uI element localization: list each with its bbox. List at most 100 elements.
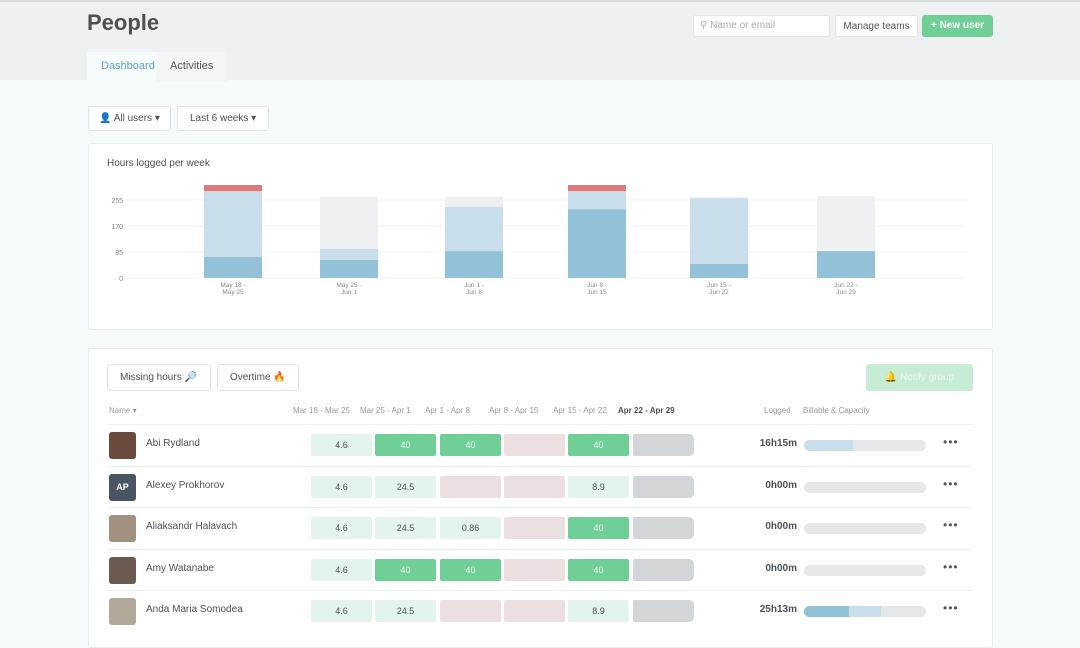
x-tick-label: Jun 22 <box>709 289 729 296</box>
page-header: People Dashboard Activities ⚲ Name or em… <box>0 0 1080 82</box>
week-column-header: Mar 25 - Apr 1 <box>360 406 411 415</box>
bar-segment <box>320 259 378 278</box>
tab-dashboard[interactable]: Dashboard <box>87 52 169 82</box>
more-options-icon[interactable]: ••• <box>943 559 959 574</box>
week-hours-cell[interactable]: 4.6 <box>311 434 372 456</box>
week-hours-cell[interactable]: 40 <box>568 558 629 581</box>
bar-segment <box>320 196 378 249</box>
week-hours-cell[interactable]: 40 <box>568 517 629 539</box>
page-title: People <box>87 10 160 35</box>
search-icon: ⚲ <box>700 20 711 31</box>
week-hours-cell[interactable]: 24.5 <box>375 600 436 622</box>
logged-time: 0h00m <box>765 479 797 491</box>
bar-segment <box>690 196 748 199</box>
week-hours-cell[interactable] <box>633 600 694 622</box>
avatar: AP <box>109 473 136 501</box>
billable-capacity-bar <box>804 523 926 534</box>
table-row[interactable]: Aliaksandr Halavach 4.6 24.5 0.86 40 0h00m ••… <box>107 507 973 548</box>
week-hours-cell[interactable]: 8.9 <box>568 600 629 622</box>
x-tick-label: May 25 - <box>336 282 361 289</box>
week-column-header: Apr 8 - Apr 15 <box>489 406 539 415</box>
billable-capacity-bar <box>804 440 926 451</box>
week-hours-cell[interactable] <box>633 517 694 539</box>
logged-time: 0h00m <box>765 521 797 532</box>
week-hours-cell[interactable] <box>504 517 565 539</box>
bar-segment <box>690 198 748 264</box>
bar-segment <box>568 185 626 192</box>
more-options-icon[interactable]: ••• <box>943 601 959 615</box>
bar-segment <box>204 185 262 192</box>
week-hours-cell[interactable]: 40 <box>375 558 436 581</box>
x-tick-label: May 25 <box>222 289 244 296</box>
user-name[interactable]: Amy Watanabe <box>146 562 214 574</box>
notify-group-button[interactable]: 🔔 Notify group <box>866 364 973 391</box>
missing-hours-button[interactable]: Missing hours 🔎 <box>107 364 211 391</box>
week-hours-cell[interactable] <box>440 475 501 498</box>
week-hours-cell[interactable] <box>633 475 694 498</box>
table-row[interactable]: Abi Rydland 4.6 40 40 40 16h15m ••• <box>107 424 973 465</box>
week-hours-cell[interactable] <box>504 558 565 581</box>
x-tick-label: Jun 1 - <box>464 282 484 289</box>
people-table-card: Missing hours 🔎 Overtime 🔥 🔔 Notify grou… <box>88 348 993 648</box>
week-hours-cell[interactable]: 24.5 <box>375 475 436 498</box>
table-row[interactable]: AP Alexey Prokhorov 4.6 24.5 8.9 0h00m ••• <box>107 465 973 507</box>
week-column-header: Apr 1 - Apr 8 <box>425 406 470 415</box>
new-user-button[interactable]: + New user <box>922 15 993 37</box>
week-hours-cell[interactable]: 4.6 <box>311 558 372 581</box>
x-tick-label: Jun 29 <box>836 289 856 296</box>
table-row[interactable]: Amy Watanabe 4.6 40 40 40 0h00m ••• <box>107 548 973 590</box>
x-tick-label: Jun 15 <box>587 289 607 296</box>
week-hours-cell[interactable] <box>504 475 565 498</box>
hours-chart-card: Hours logged per week 0 85 170 255 May 18 -M… <box>88 143 993 330</box>
logged-column-header: Logged <box>764 406 791 415</box>
hours-chart: 0 85 170 255 May 18 -May 25 May 25 -Jun 1 Jun … <box>111 185 966 296</box>
week-hours-cell[interactable] <box>504 434 565 456</box>
week-hours-cell[interactable]: 40 <box>375 434 436 456</box>
y-tick-label: 170 <box>111 224 123 231</box>
table-row[interactable]: Anda Maria Somodea 4.6 24.5 8.9 25h13m ••• <box>107 590 973 631</box>
name-column-header[interactable]: Name ▾ <box>109 406 137 415</box>
week-hours-cell[interactable]: 0.86 <box>440 517 501 539</box>
user-name[interactable]: Aliaksandr Halavach <box>146 521 238 532</box>
x-tick-label: Jun 8 - <box>587 282 607 289</box>
week-hours-cell[interactable]: 4.6 <box>311 600 372 622</box>
week-hours-cell[interactable]: 40 <box>568 434 629 456</box>
y-tick-label: 0 <box>119 276 123 283</box>
logged-time: 16h15m <box>759 438 797 449</box>
week-hours-cell[interactable]: 4.6 <box>311 517 372 539</box>
week-hours-cell[interactable] <box>633 434 694 456</box>
week-column-header: Apr 15 - Apr 22 <box>553 406 607 415</box>
overtime-button[interactable]: Overtime 🔥 <box>217 364 299 391</box>
bar-segment <box>204 256 262 278</box>
chart-title: Hours logged per week <box>107 158 210 169</box>
tab-activities[interactable]: Activities <box>156 52 228 82</box>
bar-segment <box>817 251 875 278</box>
user-name[interactable]: Abi Rydland <box>146 438 200 449</box>
week-hours-cell[interactable]: 40 <box>440 434 501 456</box>
users-filter-dropdown[interactable]: 👤 All users ▾ <box>88 106 171 131</box>
period-filter-dropdown[interactable]: Last 6 weeks ▾ <box>177 106 270 131</box>
x-tick-label: Jun 22 - <box>834 282 858 289</box>
user-name[interactable]: Alexey Prokhorov <box>146 479 225 491</box>
week-hours-cell[interactable] <box>440 600 501 622</box>
week-hours-cell[interactable]: 4.6 <box>311 475 372 498</box>
week-column-header: Mar 18 - Mar 25 <box>293 406 350 415</box>
x-tick-label: Jun 8 <box>466 289 482 296</box>
search-input[interactable]: ⚲ Name or email <box>693 15 830 37</box>
x-tick-label: Jun 1 <box>341 289 357 296</box>
week-hours-cell[interactable] <box>633 558 694 581</box>
billable-capacity-bar <box>804 481 926 493</box>
week-hours-cell[interactable]: 40 <box>440 558 501 581</box>
user-name[interactable]: Anda Maria Somodea <box>146 604 243 615</box>
avatar <box>109 598 136 625</box>
avatar <box>109 556 136 584</box>
avatar <box>109 515 136 542</box>
week-hours-cell[interactable] <box>504 600 565 622</box>
week-hours-cell[interactable]: 24.5 <box>375 517 436 539</box>
manage-teams-button[interactable]: Manage teams <box>835 15 918 37</box>
logged-time: 0h00m <box>765 562 797 574</box>
more-options-icon[interactable]: ••• <box>943 476 959 491</box>
more-options-icon[interactable]: ••• <box>943 435 959 449</box>
more-options-icon[interactable]: ••• <box>943 518 959 532</box>
week-hours-cell[interactable]: 8.9 <box>568 475 629 498</box>
